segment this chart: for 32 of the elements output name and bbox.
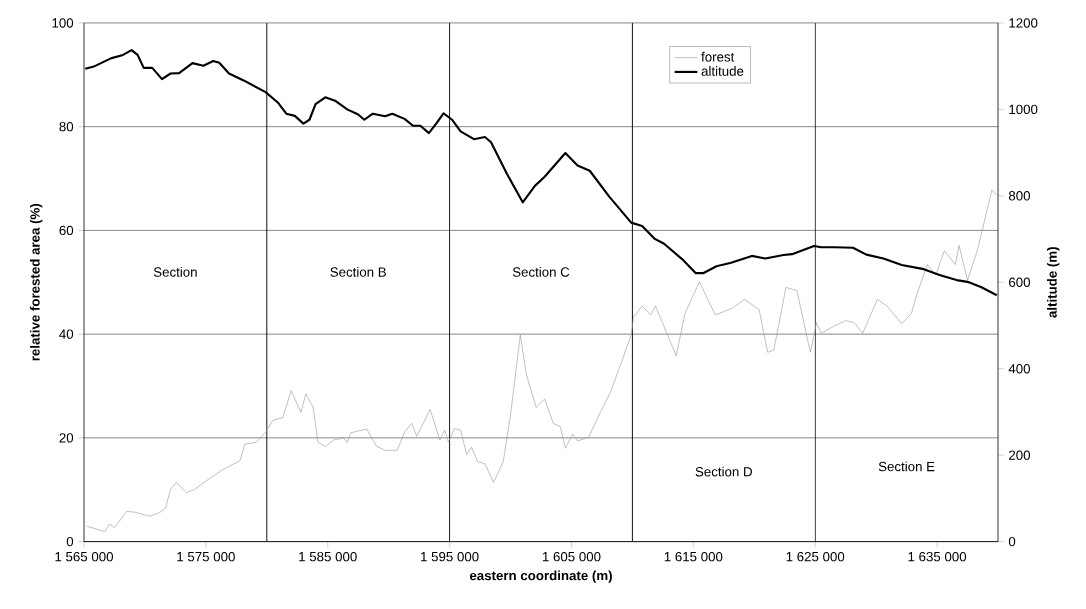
annotation: Section D: [695, 466, 752, 477]
annotation: Section E: [878, 461, 935, 472]
x-tick-label: 1 575 000: [177, 551, 235, 562]
x-tick-label: 1 605 000: [542, 551, 601, 562]
x-tick-label: 1 625 000: [786, 551, 845, 562]
line-series: [86, 189, 998, 533]
y2-axis-title: altitude (m): [1047, 247, 1060, 318]
y-tick-label: 20: [59, 433, 74, 443]
y2-tick-label: 600: [1009, 277, 1031, 287]
y2-tick-label: 0: [1008, 536, 1016, 547]
x-tick-label: 1 565 000: [55, 551, 114, 562]
y2-tick-label: 400: [1008, 364, 1031, 374]
annotation: Section C: [512, 267, 570, 277]
y-tick-label: 40: [59, 329, 74, 339]
y2-tick-label: 1200: [1009, 18, 1038, 28]
y-tick-label: 100: [52, 18, 74, 28]
x-tick-label: 1 635 000: [908, 551, 967, 562]
y-tick-label: 0: [66, 536, 74, 547]
annotation: Section: [153, 267, 197, 277]
y2-tick-label: 1000: [1009, 104, 1038, 115]
x-tick-label: 1 595 000: [421, 551, 479, 562]
annotation: Section B: [330, 267, 386, 277]
y-tick-label: 80: [59, 121, 74, 132]
x-tick-label: 1 585 000: [299, 551, 357, 562]
legend-label: altitude: [701, 66, 744, 76]
y2-tick-label: 800: [1008, 191, 1031, 201]
y-tick-label: 60: [59, 225, 74, 236]
x-tick-label: 1 615 000: [664, 551, 723, 562]
y2-tick-label: 200: [1009, 450, 1031, 460]
x-axis-title: eastern coordinate (m): [469, 570, 612, 583]
legend-label: forest: [701, 51, 735, 62]
y-axis-title: relative forested area (%): [29, 203, 43, 361]
